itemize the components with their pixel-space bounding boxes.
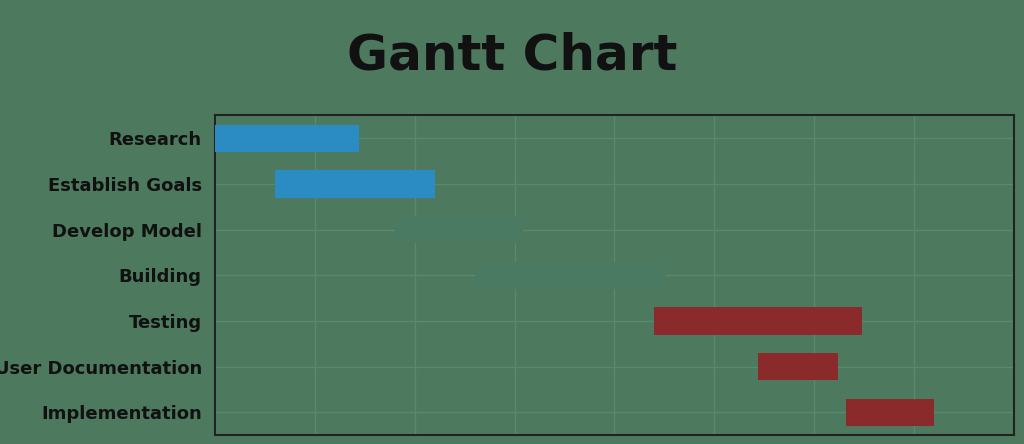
Bar <box>846 399 934 426</box>
Bar <box>654 307 862 335</box>
Bar <box>395 216 522 243</box>
Bar <box>274 170 435 198</box>
Bar <box>758 353 838 381</box>
Bar <box>215 125 358 152</box>
Bar <box>475 262 667 289</box>
Text: Gantt Chart: Gantt Chart <box>347 31 677 79</box>
